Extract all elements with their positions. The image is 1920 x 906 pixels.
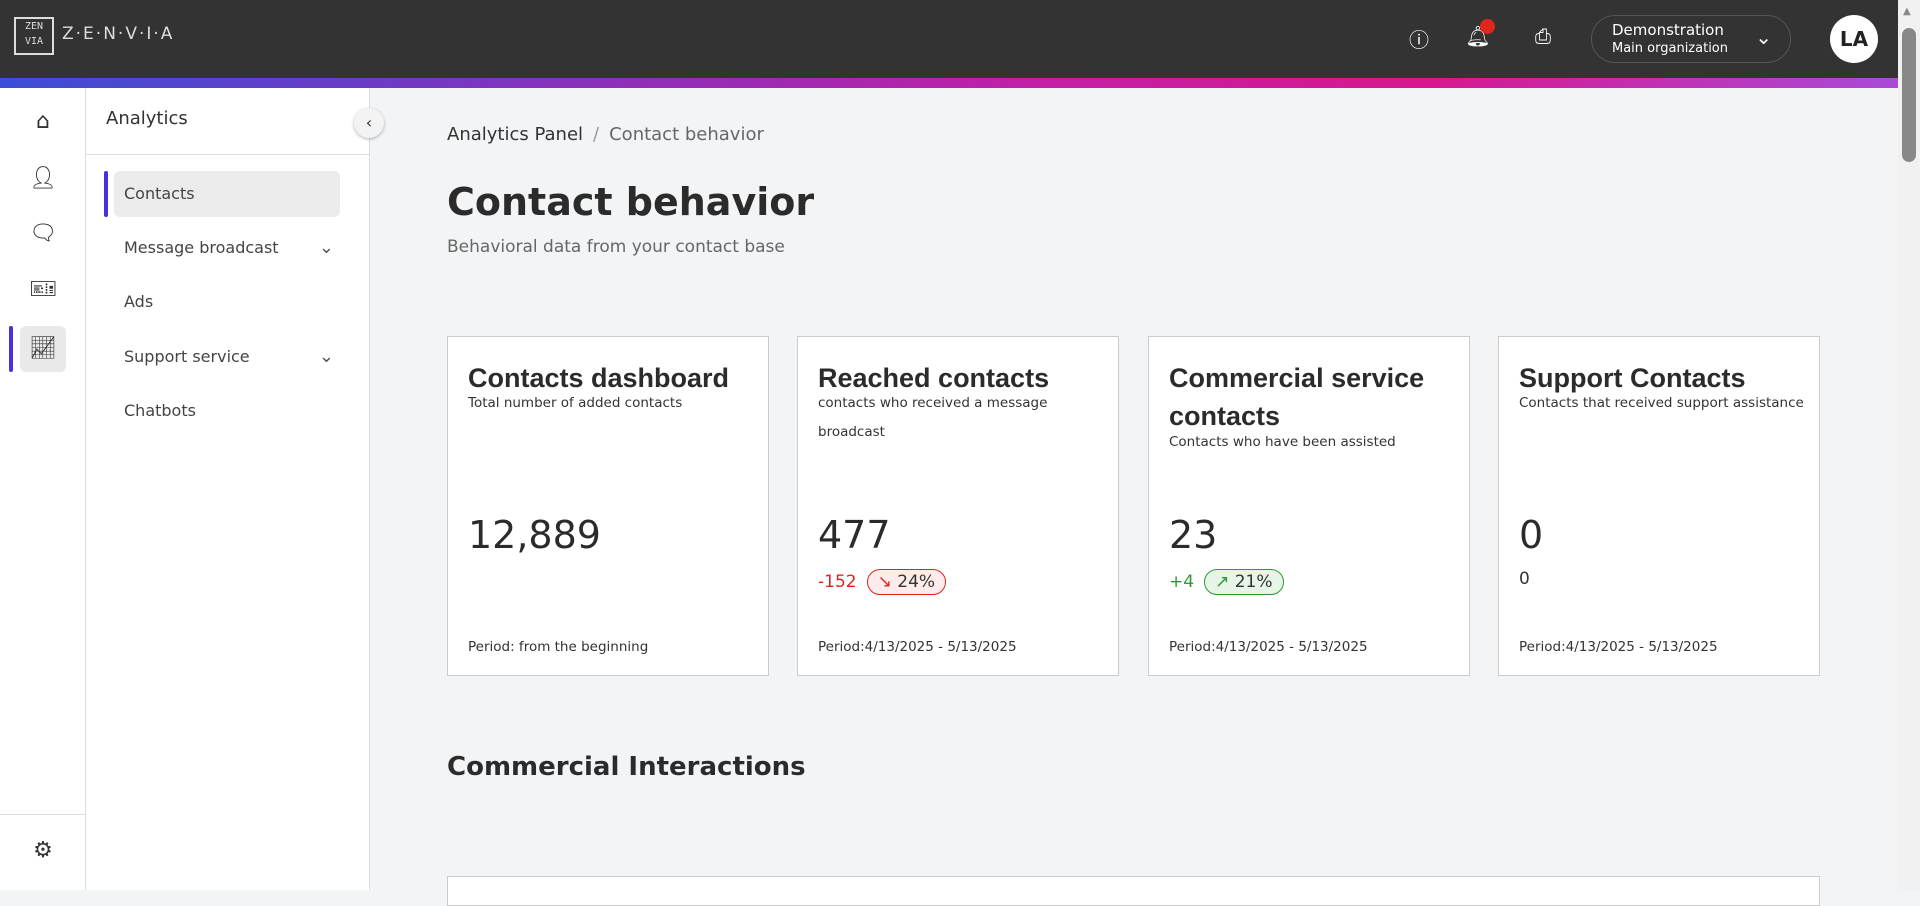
- card-period: Period:4/13/2025 - 5/13/2025: [1519, 639, 1718, 655]
- card-title: Support Contacts: [1519, 363, 1746, 393]
- card-delta: 0: [1519, 569, 1530, 589]
- breadcrumb: Analytics Panel / Contact behavior: [447, 124, 764, 145]
- card-value: 477: [818, 513, 891, 557]
- item-label: Ads: [124, 292, 154, 311]
- subnav-item-contacts[interactable]: Contacts: [104, 171, 340, 217]
- commercial-interactions-card: [447, 876, 1820, 906]
- item-label: Message broadcast: [124, 238, 279, 257]
- notification-badge: [1480, 19, 1495, 34]
- gear-icon[interactable]: ⚙: [33, 838, 53, 863]
- top-bar: ZEN VIA Z·E·N·V·I·A ⓘ 🔔︎ ⎙ Demonstration …: [0, 0, 1898, 78]
- card-delta: -152: [818, 572, 857, 592]
- arrow-up-right-icon: ↗: [1215, 572, 1230, 592]
- analytics-subnav: Analytics Contacts Message broadcast ⌄ Ad…: [86, 88, 370, 890]
- subnav-title: Analytics: [106, 108, 188, 129]
- help-icon[interactable]: ⓘ: [1409, 28, 1429, 52]
- icon-rail: ⌂ 👤︎ 🗨︎ 🎫︎ 📈︎ ⚙: [0, 88, 86, 890]
- badge-value: 24%: [897, 572, 936, 592]
- card-description: contacts who received a message broadcas…: [818, 395, 1048, 440]
- card-delta: +4: [1169, 572, 1195, 592]
- chevron-down-icon: ⌄: [1755, 25, 1772, 49]
- arrow-down-right-icon: ↘: [877, 572, 892, 592]
- home-icon[interactable]: ⌂: [36, 109, 50, 134]
- ticket-icon[interactable]: 🎫︎: [29, 277, 57, 302]
- collapse-sidebar-button[interactable]: ‹: [354, 108, 384, 138]
- chevron-down-icon: ⌄: [318, 237, 334, 258]
- item-label: Chatbots: [124, 401, 196, 420]
- subnav-item-chatbots[interactable]: Chatbots: [114, 388, 340, 434]
- chevron-left-icon: ‹: [365, 113, 373, 132]
- printer-icon[interactable]: ⎙: [1535, 24, 1551, 48]
- commercial-service-contacts-card: Commercial service contacts Contacts who…: [1148, 336, 1470, 676]
- card-title: Contacts dashboard: [468, 363, 730, 393]
- subnav-item-ads[interactable]: Ads: [114, 279, 340, 325]
- org-sub: Main organization: [1612, 41, 1728, 56]
- organization-selector[interactable]: Demonstration Main organization ⌄: [1591, 15, 1791, 63]
- card-period: Period:4/13/2025 - 5/13/2025: [1169, 639, 1368, 655]
- org-name: Demonstration: [1612, 21, 1724, 39]
- zenvia-logo[interactable]: ZEN VIA: [14, 17, 54, 55]
- scrollbar[interactable]: ▲: [1898, 0, 1920, 890]
- card-value: 12,889: [468, 513, 601, 557]
- card-description: Contacts that received support assistanc…: [1519, 395, 1804, 411]
- divider: [86, 154, 370, 155]
- chat-icon[interactable]: 🗨︎: [29, 221, 57, 246]
- subnav-item-message-broadcast[interactable]: Message broadcast ⌄: [114, 225, 340, 271]
- card-value: 0: [1519, 513, 1544, 557]
- breadcrumb-parent[interactable]: Analytics Panel: [447, 124, 584, 145]
- scrollbar-thumb[interactable]: [1902, 28, 1916, 162]
- page-subtitle: Behavioral data from your contact base: [447, 237, 785, 257]
- item-label: Contacts: [124, 184, 195, 203]
- card-value: 23: [1169, 513, 1218, 557]
- subnav-item-support-service[interactable]: Support service ⌄: [114, 334, 340, 380]
- item-label: Support service: [124, 347, 250, 366]
- person-icon[interactable]: 👤︎: [29, 166, 57, 191]
- gradient-bar: [0, 78, 1898, 88]
- section-title: Commercial Interactions: [447, 752, 806, 782]
- card-period: Period: from the beginning: [468, 639, 649, 655]
- avatar[interactable]: LA: [1830, 15, 1878, 63]
- card-description: Total number of added contacts: [468, 395, 683, 411]
- scroll-up-icon[interactable]: ▲: [1903, 6, 1911, 17]
- card-title: Commercial service contacts: [1169, 363, 1425, 431]
- divider: [0, 814, 86, 815]
- trend-badge: ↗ 21%: [1204, 569, 1284, 595]
- brand-name: Z·E·N·V·I·A: [62, 24, 175, 44]
- card-title: Reached contacts: [818, 363, 1050, 393]
- trend-badge: ↘ 24%: [866, 569, 947, 595]
- contacts-dashboard-card: Contacts dashboard Total number of added…: [447, 336, 769, 676]
- chevron-down-icon: ⌄: [318, 346, 334, 367]
- card-description: Contacts who have been assisted: [1169, 434, 1396, 450]
- page-title: Contact behavior: [447, 180, 815, 224]
- card-period: Period:4/13/2025 - 5/13/2025: [818, 639, 1017, 655]
- reached-contacts-card: Reached contacts contacts who received a…: [797, 336, 1119, 676]
- chart-icon[interactable]: 📈︎: [9, 326, 66, 372]
- breadcrumb-current: Contact behavior: [609, 124, 764, 145]
- support-contacts-card: Support Contacts Contacts that received …: [1498, 336, 1820, 676]
- breadcrumb-separator: /: [593, 124, 600, 145]
- badge-value: 21%: [1234, 572, 1273, 592]
